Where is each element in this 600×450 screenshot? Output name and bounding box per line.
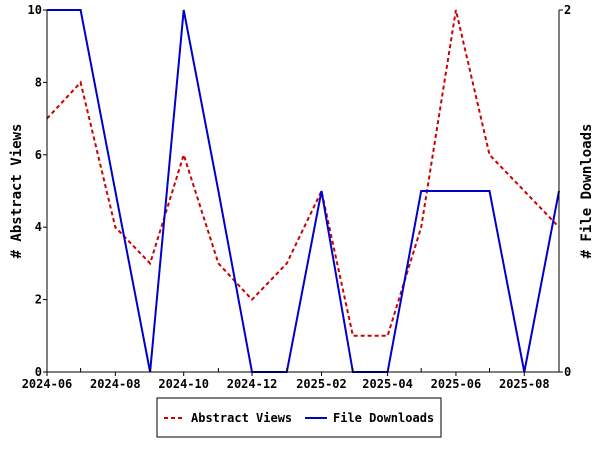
y-tick-label: 8 xyxy=(35,75,42,89)
y-axis-label: # Abstract Views xyxy=(9,124,25,259)
y2-axis-label: # File Downloads xyxy=(579,124,595,259)
legend-box xyxy=(156,397,442,438)
y2-tick-label: 0 xyxy=(564,365,571,379)
x-tick-label: 2024-12 xyxy=(227,377,278,391)
series-line-file-downloads xyxy=(47,9,560,373)
x-tick-label: 2024-10 xyxy=(158,377,209,391)
x-tick-label: 2025-08 xyxy=(499,377,550,391)
y-tick-label: 0 xyxy=(35,365,42,379)
legend-label-file-downloads: File Downloads xyxy=(333,411,434,425)
y-tick-label: 2 xyxy=(35,293,42,307)
series-line-abstract-views xyxy=(46,9,560,337)
y-tick-label: 4 xyxy=(35,220,42,234)
x-tick-label: 2025-04 xyxy=(362,377,413,391)
plot-area: 0 2 4 6 8 10 0 2 2024-06 2024-08 2024-10 2024-12 202… xyxy=(22,3,572,391)
legend: Abstract Views File Downloads xyxy=(156,397,442,438)
y-tick-label: 6 xyxy=(35,148,42,162)
x-tick-label: 2025-02 xyxy=(296,377,347,391)
y-tick-label: 10 xyxy=(28,3,42,17)
legend-label-abstract-views: Abstract Views xyxy=(191,411,292,425)
x-tick-label: 2024-06 xyxy=(22,377,73,391)
y2-tick-label: 2 xyxy=(564,3,571,17)
x-tick-label: 2024-08 xyxy=(90,377,141,391)
x-tick-label: 2025-06 xyxy=(431,377,482,391)
